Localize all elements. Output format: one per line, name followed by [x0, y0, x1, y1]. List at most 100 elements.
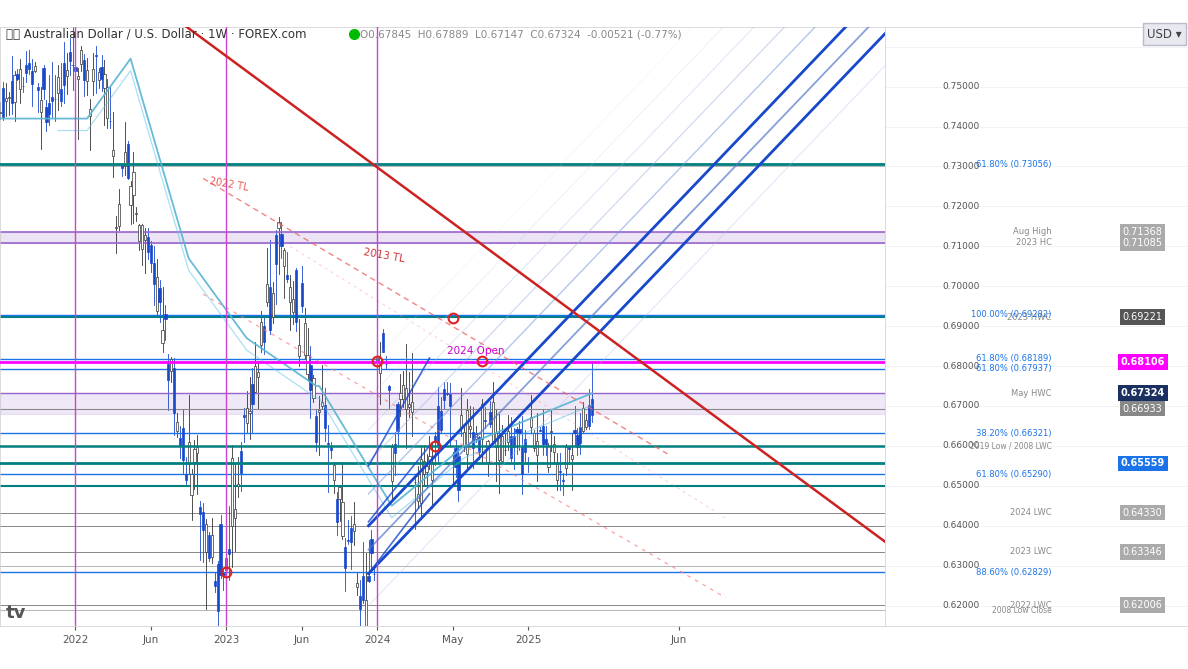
Bar: [274, 235, 277, 264]
Text: 0.68106: 0.68106: [1120, 357, 1164, 367]
Bar: [112, 150, 114, 156]
Bar: [463, 432, 466, 445]
Bar: [324, 405, 327, 427]
Bar: [544, 439, 546, 444]
Bar: [434, 436, 436, 442]
Bar: [158, 288, 160, 302]
Bar: [216, 564, 219, 611]
Bar: [257, 372, 259, 377]
Bar: [37, 88, 39, 90]
Bar: [321, 402, 323, 405]
Bar: [268, 287, 271, 330]
Text: 0.65000: 0.65000: [942, 481, 979, 490]
Bar: [194, 449, 196, 462]
Bar: [548, 446, 550, 468]
Bar: [298, 345, 301, 356]
Text: 0.75000: 0.75000: [942, 82, 979, 91]
Bar: [59, 89, 62, 101]
Bar: [449, 393, 451, 406]
Bar: [440, 411, 442, 430]
Bar: [263, 326, 265, 342]
Bar: [292, 299, 295, 312]
Bar: [115, 227, 118, 228]
Bar: [556, 464, 558, 480]
Bar: [315, 416, 317, 442]
Bar: [584, 419, 587, 427]
Text: May HWC: May HWC: [1011, 389, 1051, 397]
Bar: [568, 447, 570, 449]
Bar: [19, 69, 21, 89]
Bar: [162, 330, 164, 343]
Bar: [124, 152, 126, 165]
Bar: [234, 509, 236, 518]
Bar: [27, 63, 30, 69]
Bar: [460, 415, 462, 427]
Bar: [403, 385, 404, 399]
Bar: [141, 225, 144, 249]
Text: 2008 Low Close: 2008 Low Close: [992, 606, 1051, 615]
Bar: [564, 446, 567, 468]
Bar: [518, 429, 520, 434]
Bar: [295, 270, 297, 322]
Bar: [538, 429, 541, 431]
Text: 61.80% (0.65290): 61.80% (0.65290): [977, 470, 1051, 479]
Bar: [339, 487, 341, 498]
Bar: [173, 367, 175, 413]
Bar: [373, 573, 375, 575]
Text: 0.69000: 0.69000: [942, 322, 979, 330]
Text: 0.65559: 0.65559: [1120, 458, 1164, 468]
Bar: [118, 204, 120, 226]
Bar: [179, 438, 181, 446]
Bar: [558, 471, 561, 472]
Text: 2023 LWC: 2023 LWC: [1010, 547, 1051, 557]
Bar: [495, 433, 498, 447]
Bar: [588, 405, 590, 425]
Bar: [574, 429, 576, 433]
Bar: [75, 67, 76, 71]
Bar: [121, 165, 124, 168]
Bar: [481, 403, 482, 439]
Bar: [49, 103, 50, 114]
Bar: [252, 384, 253, 404]
Bar: [469, 425, 472, 429]
Text: 0.73000: 0.73000: [942, 162, 979, 171]
Bar: [484, 420, 486, 421]
Text: 0.64000: 0.64000: [942, 521, 979, 531]
Bar: [451, 454, 454, 455]
Bar: [425, 466, 428, 472]
Bar: [200, 506, 201, 514]
Bar: [330, 447, 331, 450]
Bar: [365, 601, 367, 626]
Bar: [2, 88, 4, 117]
Bar: [486, 441, 488, 462]
Bar: [466, 410, 468, 454]
Bar: [405, 388, 407, 409]
Bar: [228, 549, 230, 554]
Bar: [184, 474, 187, 480]
Text: O0.67845  H0.67889  L0.67147  C0.67324  -0.00521 (-0.77%): O0.67845 H0.67889 L0.67147 C0.67324 -0.0…: [360, 29, 682, 39]
Bar: [164, 314, 166, 319]
Bar: [33, 66, 36, 71]
Bar: [144, 235, 146, 240]
Bar: [437, 406, 440, 444]
Bar: [335, 499, 337, 522]
Text: 0.64330: 0.64330: [1123, 508, 1162, 518]
Bar: [0, 393, 885, 414]
Bar: [202, 512, 204, 531]
Bar: [138, 225, 140, 242]
Text: 38.20% (0.66321): 38.20% (0.66321): [977, 429, 1051, 438]
Bar: [156, 277, 158, 311]
Bar: [77, 76, 80, 80]
Bar: [248, 411, 251, 413]
Bar: [45, 106, 48, 122]
Bar: [570, 455, 573, 458]
Bar: [5, 98, 7, 101]
Bar: [387, 386, 390, 390]
Text: 0.69221: 0.69221: [1123, 312, 1163, 322]
Bar: [367, 577, 369, 581]
Bar: [381, 332, 384, 352]
Bar: [214, 581, 216, 585]
Bar: [423, 461, 425, 474]
Bar: [318, 410, 321, 412]
Bar: [63, 63, 65, 85]
